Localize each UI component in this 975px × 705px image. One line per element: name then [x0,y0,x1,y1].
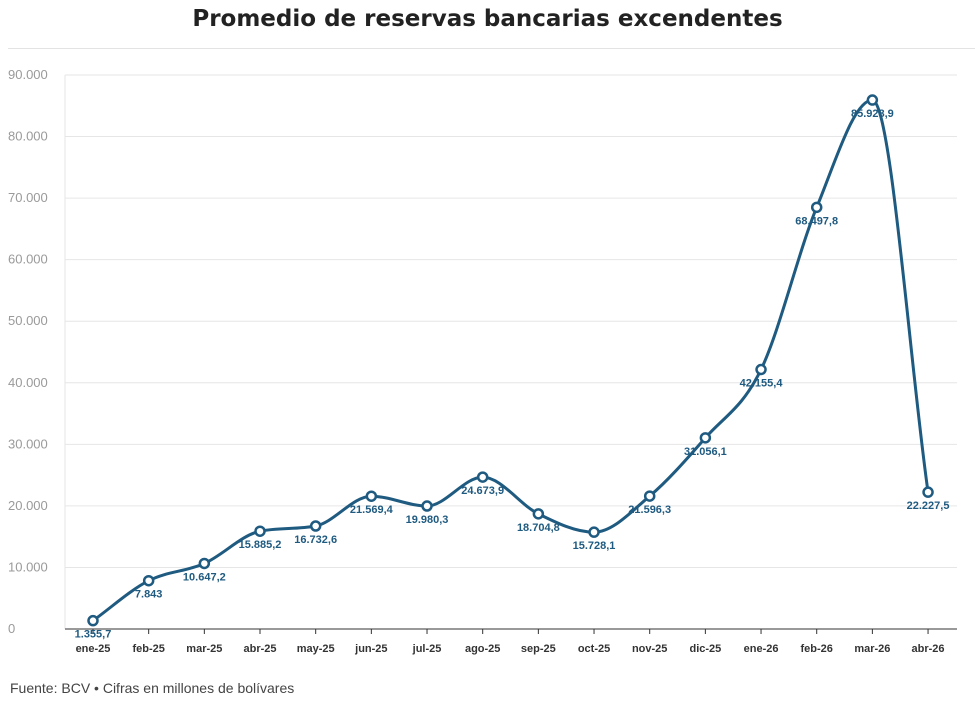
data-point [309,520,322,532]
y-tick-label: 70.000 [8,190,48,205]
x-axis: ene-25 feb-25 mar-25 abr-25 may-25 jun-25 jul-… [65,628,957,655]
data-label: 1.355,7 [75,629,112,641]
x-tick-label: abr-26 [912,643,945,655]
x-tick-label: oct-25 [578,643,610,655]
series-line [91,98,930,623]
data-label: 7.843 [135,589,163,601]
x-tick-label: mar-25 [186,643,222,655]
x-tick-label: ene-26 [744,643,779,655]
x-tick-label: sep-25 [521,643,556,655]
data-point [922,486,934,498]
gridlines [65,74,957,568]
x-tick-label: ene-25 [76,643,111,655]
data-label: 68.497,8 [795,215,838,227]
y-tick-label: 30.000 [8,436,48,451]
y-tick-label: 60.000 [8,252,48,267]
data-point [254,525,266,537]
data-point [810,201,823,214]
data-points [87,94,934,627]
title-divider [8,48,975,49]
data-label: 85.928,9 [851,108,894,120]
x-tick-label: abr-25 [243,643,276,655]
data-labels: 1.355,7 7.843 10.647,2 15.885,2 16.732,6 21.5… [75,108,950,641]
data-point [142,574,155,587]
x-tick-label: nov-25 [632,643,667,655]
y-tick-label: 0 [8,621,15,636]
y-tick-label: 50.000 [8,313,48,328]
data-label: 15.885,2 [239,539,282,551]
data-label: 18.704,8 [517,522,560,534]
y-tick-label: 90.000 [8,67,48,82]
x-tick-label: mar-26 [854,643,890,655]
data-label: 22.227,5 [907,500,950,512]
source-note: Fuente: BCV • Cifras en millones de bolí… [10,680,295,696]
y-tick-label: 10.000 [8,559,48,574]
x-tick-label: jul-25 [412,643,442,655]
data-point [699,432,712,444]
y-tick-label: 20.000 [8,498,48,513]
data-label: 10.647,2 [183,571,226,583]
data-point [866,94,879,106]
data-point [421,500,433,512]
data-point [476,471,489,483]
x-tick-label: feb-26 [801,643,833,655]
data-point [643,490,656,502]
data-label: 24.673,9 [461,485,504,497]
data-label: 16.732,6 [294,534,337,546]
data-point [198,557,211,570]
y-axis: 0 10.000 20.000 30.000 40.000 50.000 60.000 70.… [8,67,66,636]
data-label: 31.056,1 [684,446,727,458]
x-tick-label: may-25 [297,643,335,655]
data-point [87,614,99,627]
data-point [755,363,767,376]
x-tick-label: ago-25 [465,643,500,655]
data-point [588,526,600,538]
x-tick-label: feb-25 [132,643,164,655]
data-label: 21.596,3 [628,504,671,516]
data-point [532,508,545,520]
y-tick-label: 80.000 [8,129,48,144]
y-tick-label: 40.000 [8,375,48,390]
chart-title: Promedio de reservas bancarias excendent… [192,6,783,32]
data-label: 15.728,1 [573,540,616,552]
x-tick-label: dic-25 [689,643,721,655]
data-label: 21.569,4 [350,504,394,516]
data-label: 19.980,3 [406,514,449,526]
data-label: 42.155,4 [740,378,784,390]
x-tick-label: jun-25 [354,643,387,655]
data-point [365,490,378,502]
